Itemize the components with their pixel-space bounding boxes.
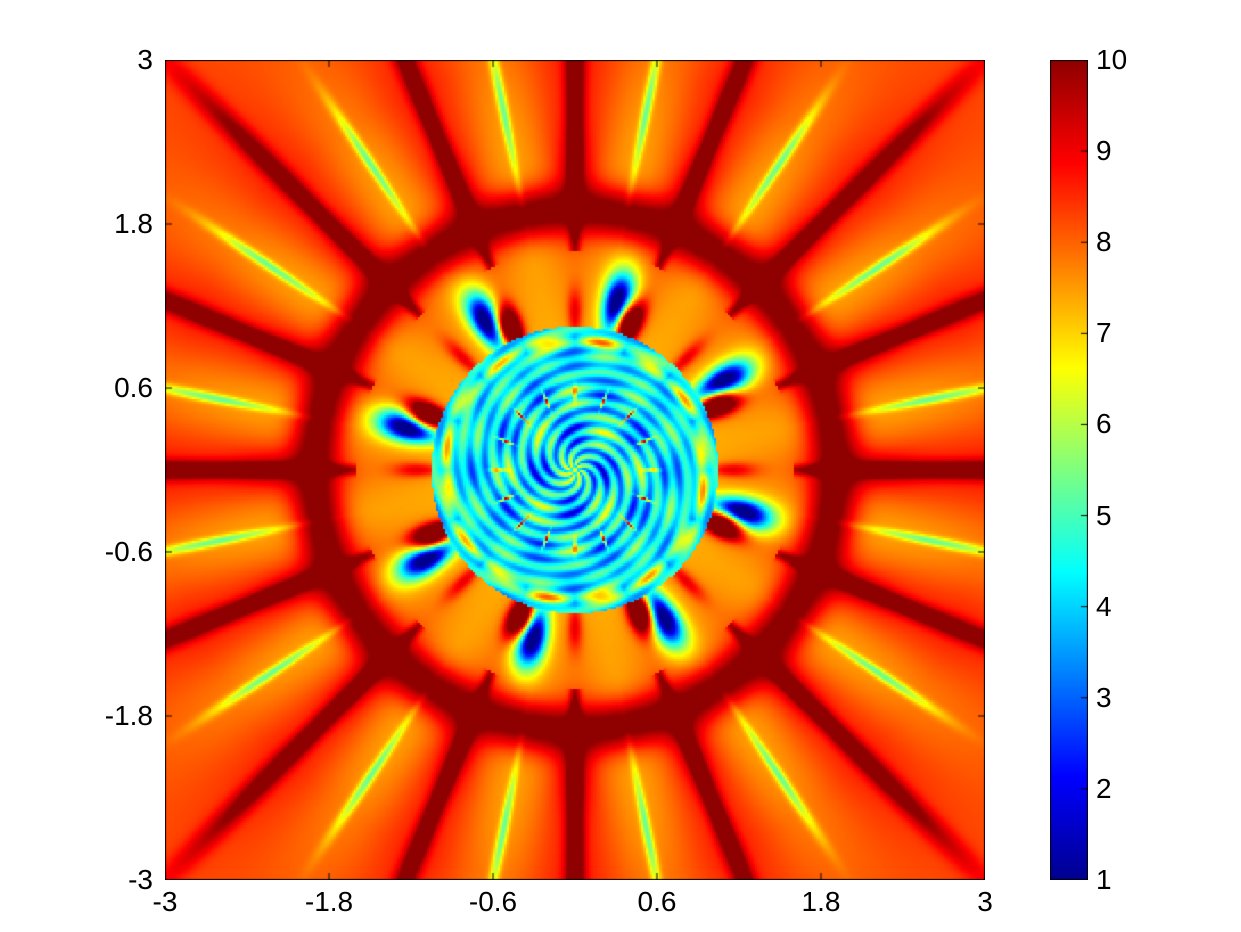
colorbar-tick-label: 2: [1096, 773, 1112, 805]
colorbar-tick-label: 7: [1096, 317, 1112, 349]
x-tick-label: 1.8: [802, 886, 841, 918]
x-tick-label: -3: [153, 886, 178, 918]
colorbar-tick-label: 5: [1096, 500, 1112, 532]
heatmap-plot: [165, 60, 985, 880]
colorbar-tick-label: 1: [1096, 864, 1112, 896]
y-tick-label: 1.8: [114, 208, 153, 240]
y-tick-label: 0.6: [114, 372, 153, 404]
figure-container: -3 -1.8 -0.6 0.6 1.8 3 -3 -1.8 -0.6 0.6 …: [0, 0, 1241, 932]
x-tick-label: -0.6: [469, 886, 517, 918]
colorbar-tick-label: 4: [1096, 591, 1112, 623]
colorbar-tick-label: 8: [1096, 226, 1112, 258]
colorbar-tick-label: 6: [1096, 408, 1112, 440]
x-tick-label: -1.8: [305, 886, 353, 918]
colorbar-tick-label: 9: [1096, 135, 1112, 167]
colorbar: [1050, 60, 1088, 880]
colorbar-tick-label: 3: [1096, 682, 1112, 714]
x-tick-label: 3: [977, 886, 993, 918]
y-tick-label: -1.8: [105, 700, 153, 732]
y-tick-label: -3: [128, 864, 153, 896]
x-tick-label: 0.6: [638, 886, 677, 918]
colorbar-tick-label: 10: [1096, 44, 1127, 76]
y-tick-label: -0.6: [105, 536, 153, 568]
y-tick-label: 3: [137, 44, 153, 76]
